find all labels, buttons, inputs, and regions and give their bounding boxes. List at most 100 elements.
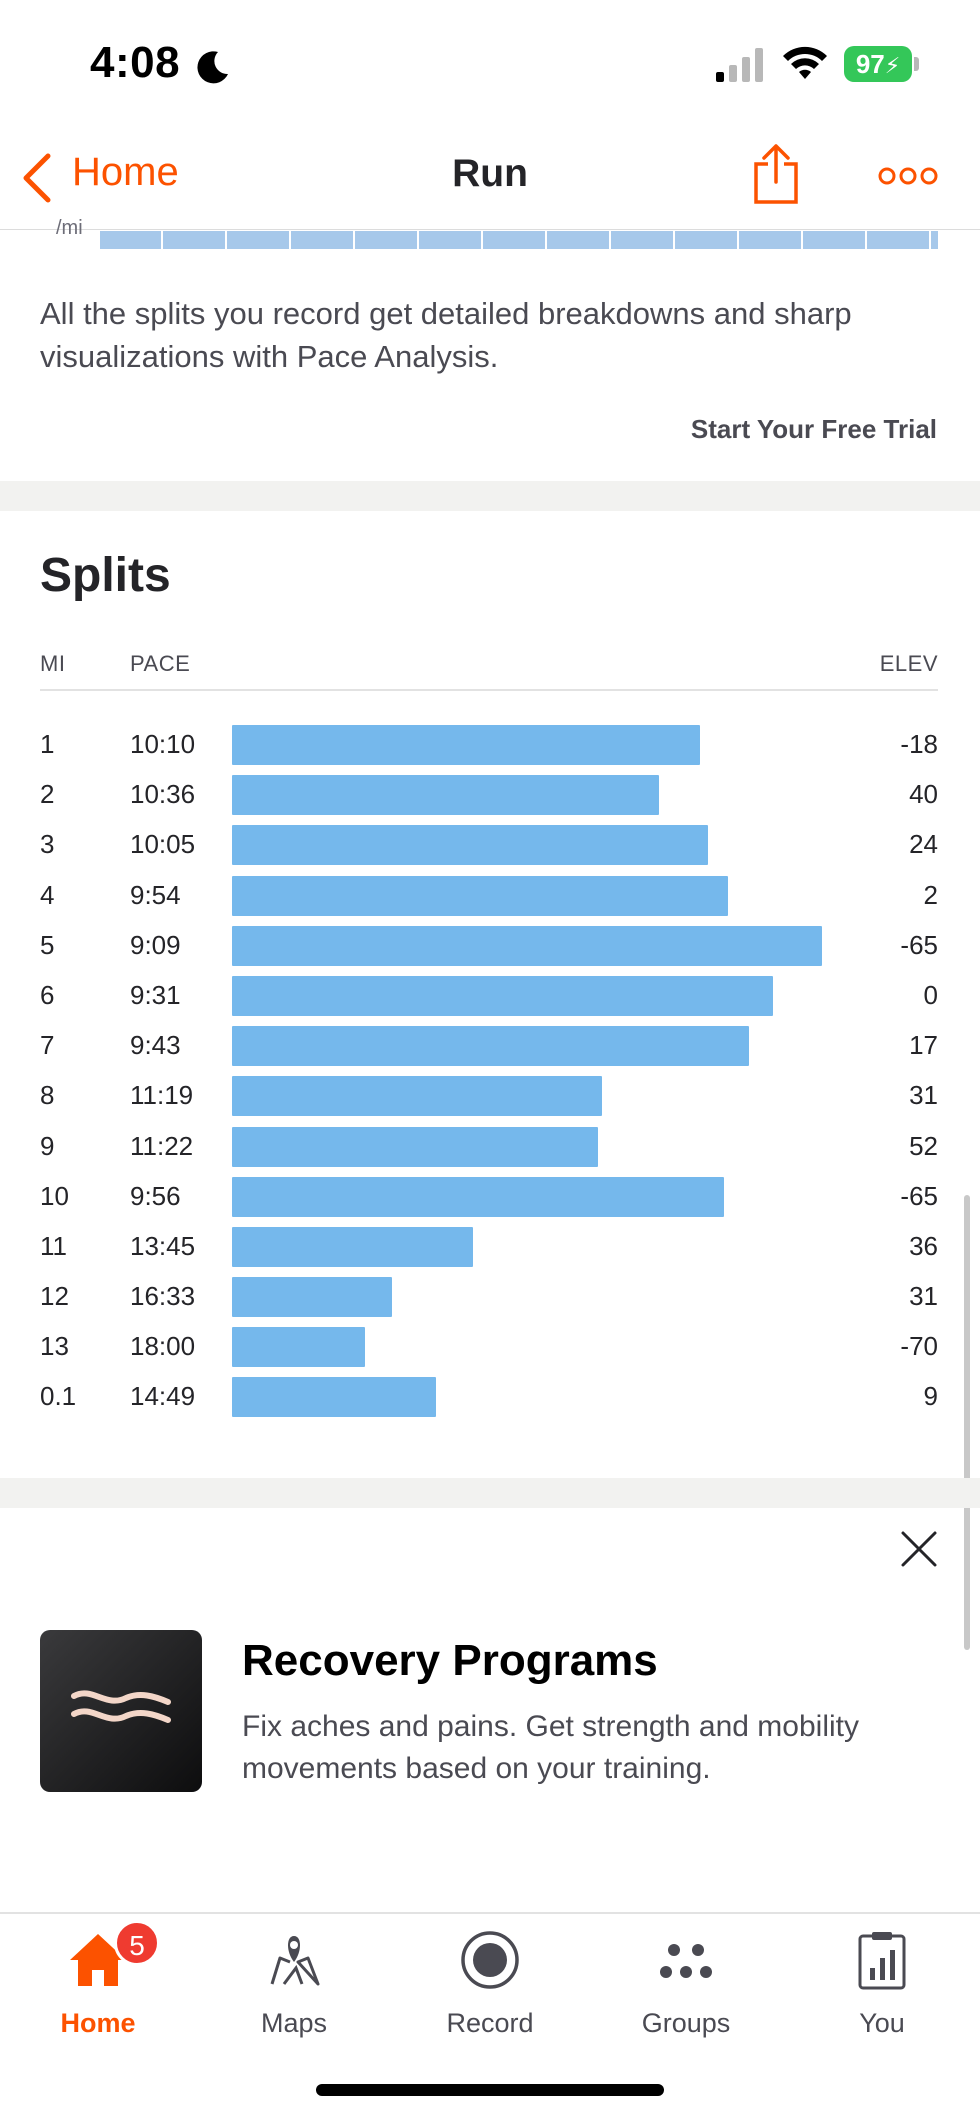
split-pace-bar <box>232 1377 436 1418</box>
split-pace: 11:19 <box>130 1080 194 1111</box>
status-time: 4:08 <box>90 38 181 87</box>
split-row: 2 10:36 40 <box>40 773 938 823</box>
split-elevation: 36 <box>909 1230 938 1261</box>
splits-header: MI PACE ELEV <box>40 647 938 691</box>
split-pace: 11:22 <box>130 1130 194 1161</box>
record-icon <box>461 1931 519 1989</box>
split-pace: 13:45 <box>130 1230 196 1261</box>
split-pace-bar <box>232 1076 602 1117</box>
you-icon <box>858 1932 906 1990</box>
split-row: 10 9:56 -65 <box>40 1175 938 1225</box>
split-mile: 12 <box>40 1281 69 1312</box>
split-pace-bar <box>232 1026 749 1067</box>
battery-indicator: 97⚡ <box>844 46 912 82</box>
nav-bar: Home Run <box>0 130 980 230</box>
split-mile: 1 <box>40 729 55 759</box>
status-bar: 4:08 97⚡ <box>0 0 980 130</box>
split-pace-bar <box>232 725 700 765</box>
split-pace-bar <box>232 1226 473 1267</box>
battery-nub <box>914 57 919 71</box>
more-options-icon[interactable] <box>878 164 938 188</box>
wifi-icon <box>783 46 827 79</box>
split-elevation: -65 <box>900 1180 938 1211</box>
tab-label-record: Record <box>446 2008 534 2038</box>
split-row: 4 9:54 2 <box>40 874 938 924</box>
recovery-programs-heading[interactable]: Recovery Programs <box>242 1636 658 1685</box>
pace-analysis-promo-text: All the splits you record get detailed b… <box>40 296 852 374</box>
split-mile: 5 <box>40 929 55 960</box>
share-icon[interactable] <box>752 142 800 206</box>
recovery-programs-icon <box>40 1630 202 1792</box>
split-pace-bar <box>232 1277 392 1318</box>
charging-bolt-icon: ⚡ <box>884 53 901 78</box>
tab-label-maps: Maps <box>260 2008 328 2038</box>
start-free-trial-link[interactable]: Start Your Free Trial <box>690 414 937 444</box>
split-mile: 11 <box>40 1230 67 1261</box>
split-elevation: -18 <box>900 729 938 759</box>
split-pace-bar <box>232 975 773 1016</box>
split-row: 5 9:09 -65 <box>40 924 938 974</box>
split-row: 13 18:00 -70 <box>40 1325 938 1375</box>
recovery-programs-description: Fix aches and pains. Get strength and mo… <box>242 1710 859 1785</box>
scrollbar[interactable] <box>964 1195 970 1650</box>
maps-icon <box>270 1936 320 1986</box>
split-mile: 13 <box>40 1331 69 1362</box>
split-pace-bar <box>232 775 659 816</box>
split-mile: 4 <box>40 879 55 910</box>
tab-record[interactable]: Record <box>392 1914 588 2054</box>
split-mile: 10 <box>40 1180 69 1211</box>
page-title: Run <box>452 152 528 195</box>
home-indicator <box>316 2084 664 2096</box>
chart-strip <box>100 231 938 249</box>
splits-title: Splits <box>40 549 171 602</box>
split-pace: 10:10 <box>130 729 196 759</box>
split-mile: 9 <box>40 1130 55 1161</box>
split-pace: 16:33 <box>130 1281 196 1312</box>
header-elev: ELEV <box>879 651 938 676</box>
waves-icon <box>71 1690 171 1723</box>
battery-level: 97 <box>855 49 885 79</box>
back-button[interactable]: Home <box>72 150 179 194</box>
split-mile: 2 <box>40 779 55 810</box>
split-row: 0.1 14:49 9 <box>40 1375 938 1425</box>
groups-icon <box>660 1944 712 1978</box>
split-pace: 10:36 <box>130 779 196 810</box>
split-pace: 9:56 <box>130 1180 181 1211</box>
section-divider <box>0 1478 980 1508</box>
chart-y-label: /mi <box>56 217 83 239</box>
tab-label-home: Home <box>60 2008 136 2038</box>
header-mi: MI <box>40 651 66 676</box>
split-mile: 7 <box>40 1030 55 1061</box>
split-mile: 8 <box>40 1080 55 1111</box>
tab-home[interactable]: 5 Home <box>0 1914 196 2054</box>
split-pace-bar <box>232 1176 724 1217</box>
split-elevation: -70 <box>900 1331 938 1362</box>
tab-groups[interactable]: Groups <box>588 1914 784 2054</box>
split-pace: 18:00 <box>130 1331 196 1362</box>
split-elevation: 9 <box>923 1381 938 1412</box>
split-pace: 9:43 <box>130 1030 181 1061</box>
split-row: 6 9:31 0 <box>40 974 938 1024</box>
tab-label-groups: Groups <box>641 2008 731 2038</box>
split-mile: 6 <box>40 979 55 1010</box>
split-mile: 3 <box>40 829 55 860</box>
tab-you[interactable]: You <box>784 1914 980 2054</box>
split-pace: 9:54 <box>130 879 181 910</box>
split-elevation: 24 <box>909 829 938 860</box>
chevron-left-icon[interactable] <box>20 152 54 204</box>
split-pace: 10:05 <box>130 829 196 860</box>
split-pace-bar <box>232 825 708 866</box>
tab-maps[interactable]: Maps <box>196 1914 392 2054</box>
section-divider <box>0 481 980 511</box>
close-icon[interactable] <box>900 1530 938 1568</box>
split-pace: 9:09 <box>130 929 181 960</box>
split-elevation: -65 <box>900 929 938 960</box>
split-pace: 14:49 <box>130 1381 196 1412</box>
tab-label-you: You <box>859 2008 905 2038</box>
split-row: 3 10:05 24 <box>40 823 938 873</box>
split-pace-bar <box>232 1327 365 1368</box>
split-row: 7 9:43 17 <box>40 1024 938 1074</box>
split-row: 12 16:33 31 <box>40 1275 938 1325</box>
split-pace-bar <box>232 925 822 966</box>
split-elevation: 0 <box>923 979 938 1010</box>
